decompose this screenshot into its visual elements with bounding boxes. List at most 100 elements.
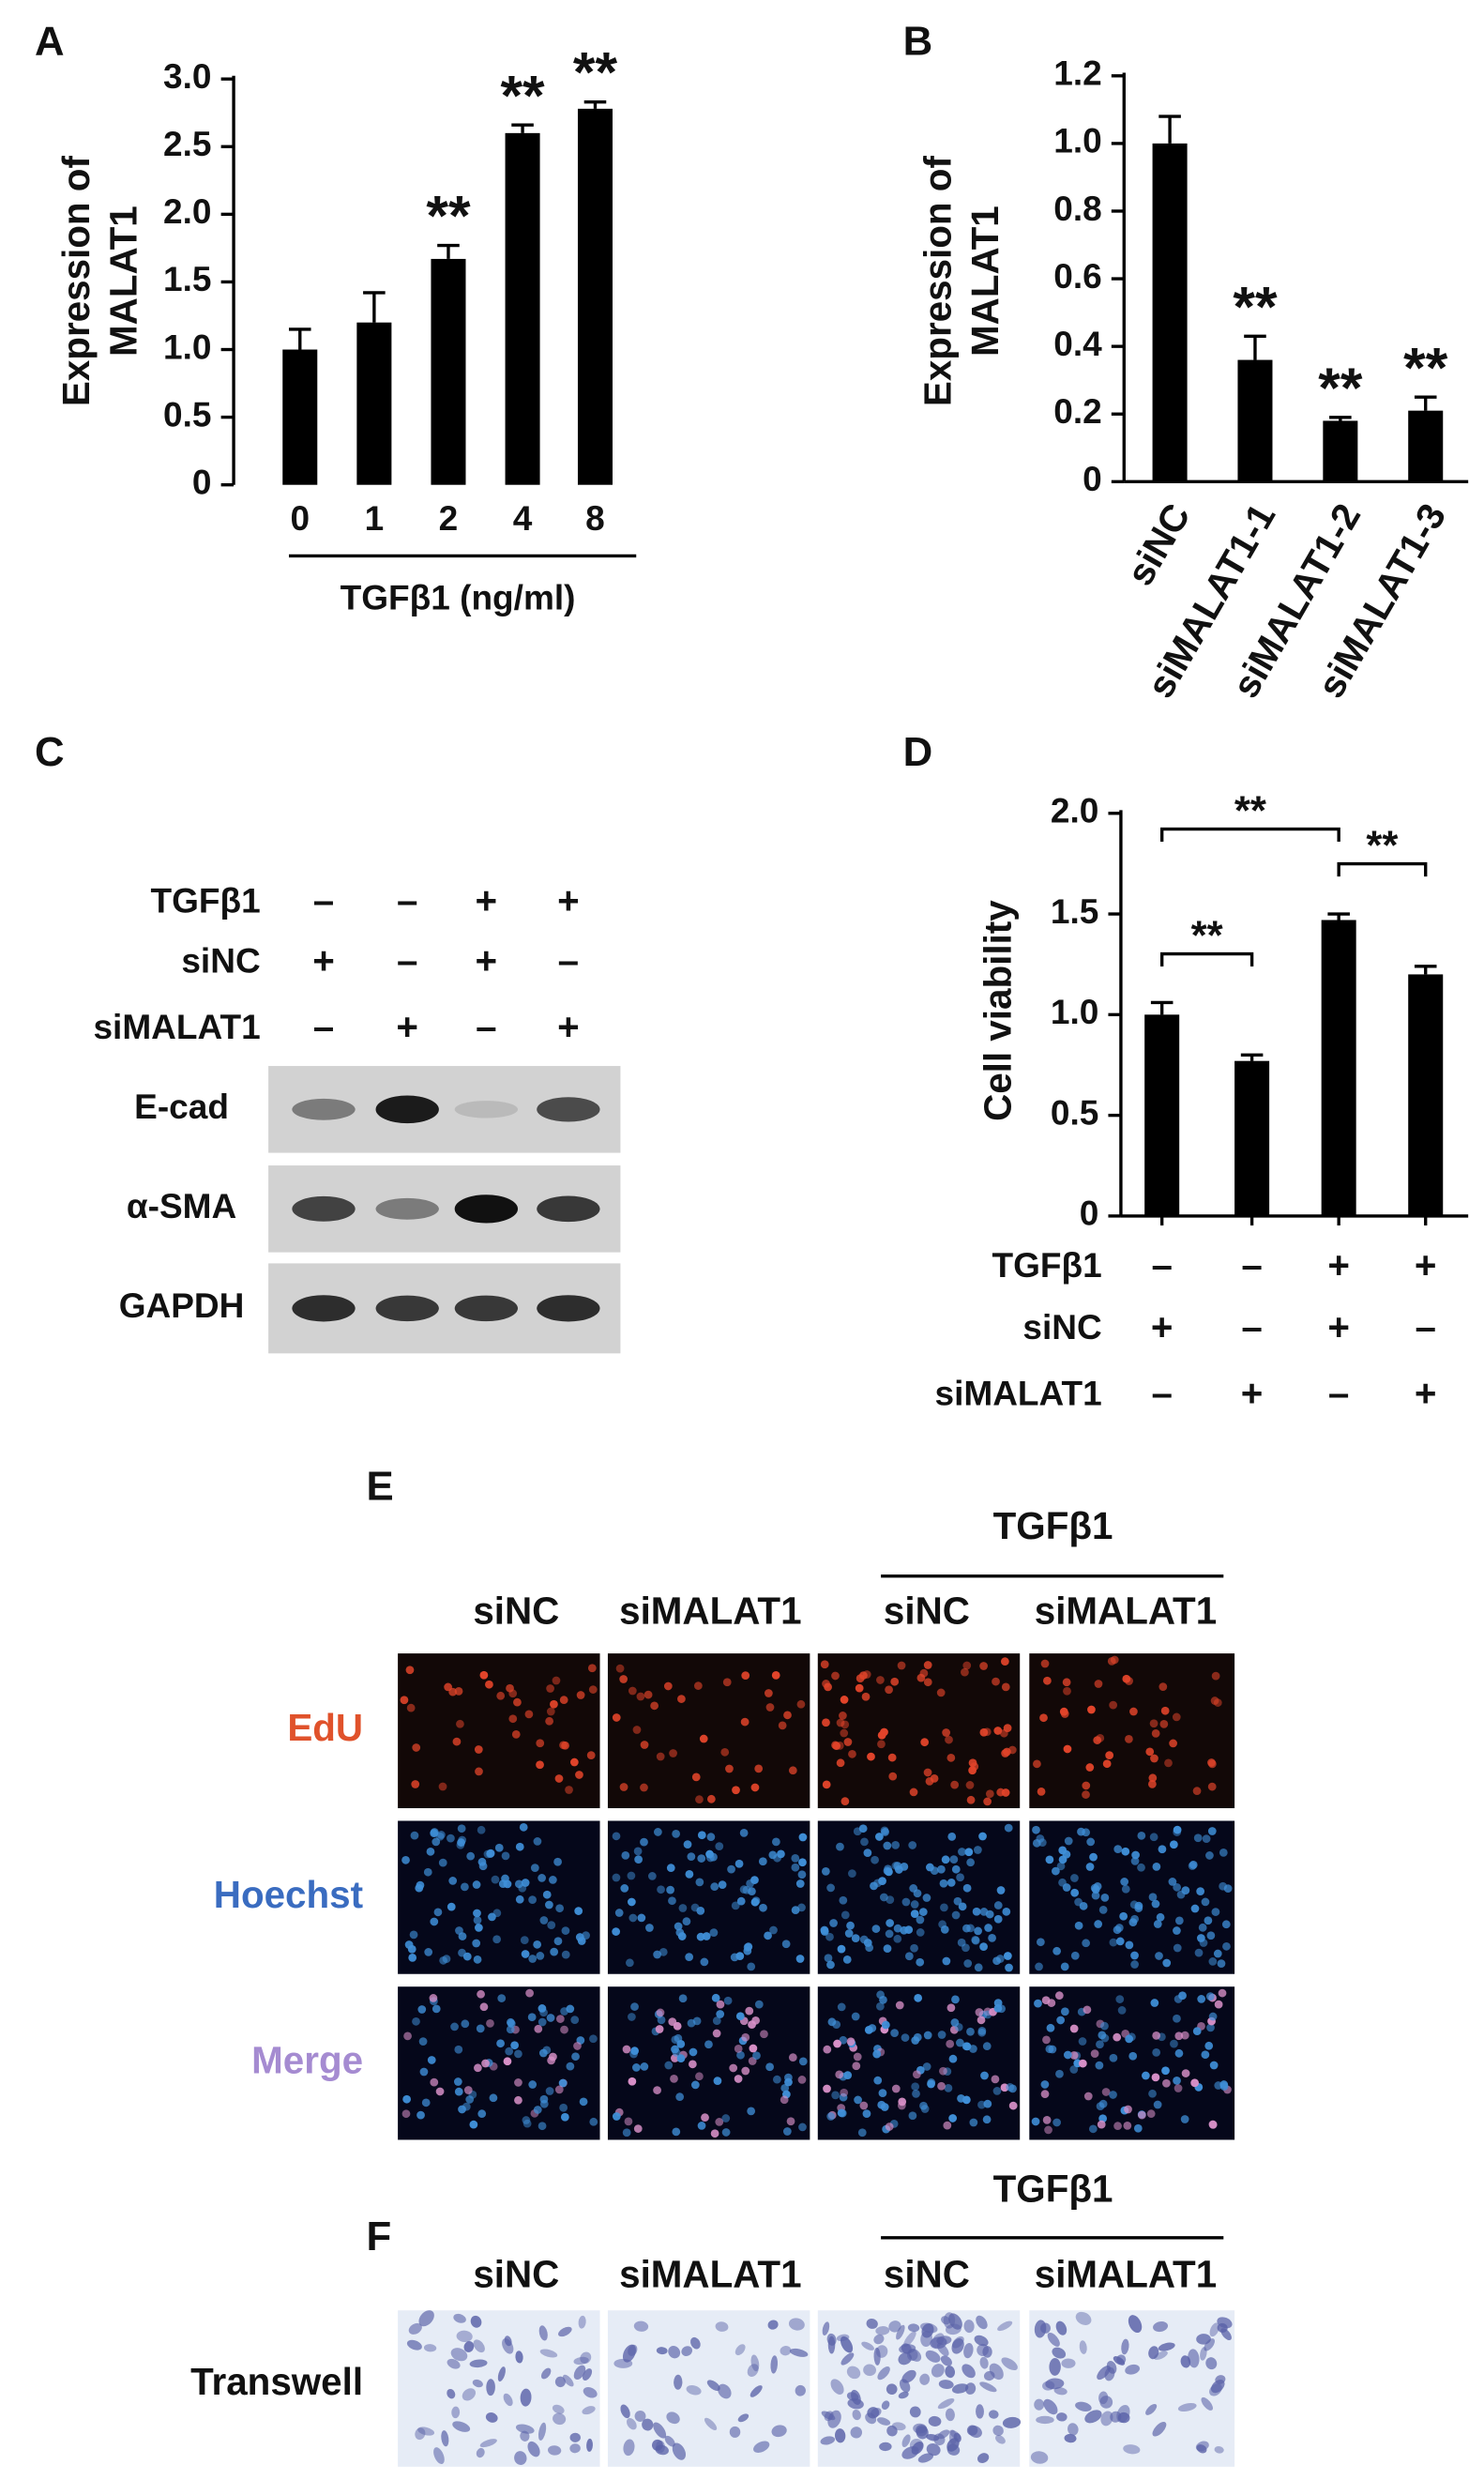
cell <box>491 1875 500 1884</box>
cell <box>1214 2081 1223 2090</box>
cell <box>734 2044 743 2053</box>
cell <box>503 2057 512 2066</box>
cell <box>1164 1758 1173 1768</box>
cell <box>1077 1827 1085 1836</box>
blot-row-label: GAPDH <box>119 1286 245 1325</box>
y-tick-label: 3.0 <box>163 56 211 96</box>
cell <box>687 1852 696 1861</box>
cell <box>1214 2000 1223 2009</box>
cell <box>951 2383 969 2394</box>
cell <box>682 1917 691 1926</box>
cell <box>447 2388 456 2399</box>
error-bar <box>1158 114 1181 144</box>
cell <box>886 2425 898 2437</box>
cell <box>640 2062 649 2071</box>
condition-sign: – <box>313 1005 334 1048</box>
cell <box>552 2404 565 2414</box>
error-bar <box>583 100 607 109</box>
y-tick-label: 1.0 <box>1053 121 1101 160</box>
cell <box>409 1930 418 1940</box>
cell <box>553 1857 562 1866</box>
cell <box>659 1947 668 1956</box>
cell <box>538 1874 547 1882</box>
cell <box>795 2384 806 2396</box>
cell <box>1115 1937 1125 1946</box>
cell <box>936 2335 952 2345</box>
error-bar <box>1150 1000 1174 1015</box>
cell <box>979 1942 988 1952</box>
y-tick-label: 1.5 <box>1051 891 1098 931</box>
significance: ** <box>1403 335 1448 399</box>
cell <box>401 2109 411 2119</box>
cell <box>1113 2032 1122 2042</box>
significance-bracket <box>1159 827 1340 843</box>
cell <box>1102 1759 1112 1769</box>
cell <box>1150 1754 1158 1763</box>
cell <box>898 2391 909 2399</box>
cell <box>1151 1899 1160 1909</box>
cell <box>988 2410 999 2419</box>
cell <box>832 2020 841 2029</box>
blot-band <box>375 1197 439 1220</box>
cell <box>1041 1996 1051 2005</box>
cell <box>1117 2006 1127 2015</box>
cell <box>1188 2349 1200 2368</box>
cell <box>940 1925 949 1934</box>
cell <box>795 1955 805 1963</box>
cell <box>1063 1686 1071 1696</box>
cell <box>1169 1840 1178 1849</box>
cell <box>750 2354 760 2372</box>
cell <box>570 2016 580 2025</box>
condition-sign: – <box>313 878 334 921</box>
cell <box>965 1781 975 1789</box>
cell <box>1109 1938 1118 1947</box>
cell <box>1040 2080 1050 2089</box>
cell <box>1205 1992 1215 2001</box>
cell <box>1121 2338 1129 2355</box>
cell <box>427 2056 436 2064</box>
cell <box>896 2324 905 2340</box>
cell <box>920 2331 932 2347</box>
cell <box>883 1944 892 1953</box>
cell <box>1204 2338 1215 2351</box>
cell <box>1095 2061 1104 2070</box>
cell <box>767 2320 779 2330</box>
cell <box>1217 1959 1226 1969</box>
cell <box>922 2062 931 2071</box>
cell <box>788 2053 797 2062</box>
cell <box>830 2379 844 2395</box>
cell <box>1031 2117 1040 2126</box>
cell <box>571 2052 580 2062</box>
cell <box>863 1849 872 1858</box>
cell <box>909 2406 921 2418</box>
cell <box>1209 2383 1222 2396</box>
cell <box>953 1896 962 1906</box>
cell <box>470 2315 482 2328</box>
cell <box>1055 2069 1064 2078</box>
cell <box>977 2453 990 2463</box>
cell <box>846 2366 861 2380</box>
cell <box>907 2323 920 2333</box>
cell <box>1098 1905 1108 1914</box>
cell <box>1218 1988 1227 1998</box>
cell <box>910 1943 918 1953</box>
cell <box>612 2112 621 2121</box>
x-tick-label: 1 <box>365 498 385 538</box>
cell <box>1161 2066 1170 2076</box>
cell <box>560 2112 569 2122</box>
cell <box>1209 2322 1219 2337</box>
cell <box>507 2019 516 2029</box>
cell <box>1083 2092 1093 2101</box>
cell <box>977 2016 986 2025</box>
cell <box>1052 2347 1067 2359</box>
cell <box>1008 2101 1018 2110</box>
cell <box>1189 1861 1198 1869</box>
cell <box>966 1858 976 1867</box>
error-bar <box>363 291 386 323</box>
cell <box>441 2430 449 2447</box>
cell <box>527 2441 540 2457</box>
cell <box>877 2100 886 2109</box>
cell <box>1124 2105 1132 2114</box>
cell <box>1207 1827 1217 1835</box>
cell <box>1046 2023 1055 2032</box>
